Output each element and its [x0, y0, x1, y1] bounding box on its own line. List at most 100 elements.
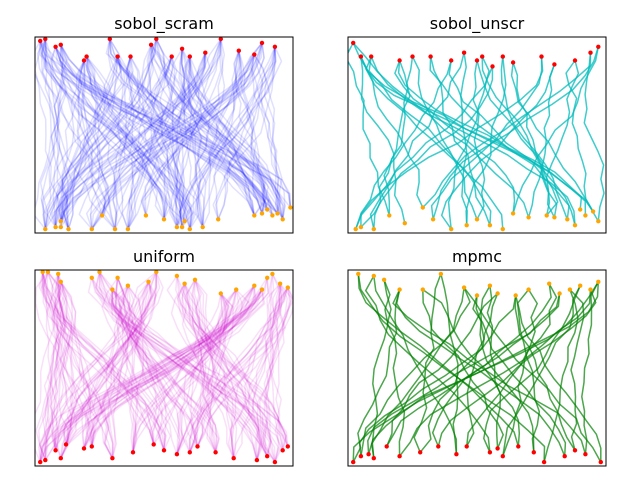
trajectory-line [57, 273, 74, 445]
trajectory-line [54, 46, 186, 222]
trajectory-line [413, 273, 442, 453]
trajectory-line [107, 38, 278, 214]
trajectory-line [142, 42, 263, 216]
trajectory-line [395, 289, 566, 457]
trajectory-line [108, 289, 199, 447]
trajectory-line [43, 271, 95, 447]
trajectory-line [150, 44, 266, 214]
end-point [487, 223, 493, 228]
trajectory-line [43, 38, 169, 220]
end-point [461, 285, 467, 290]
trajectory-line [155, 38, 279, 214]
trajectory-line [233, 283, 288, 459]
end-point [547, 281, 552, 286]
end-point [275, 211, 280, 216]
start-point [369, 54, 374, 59]
trajectory-line [357, 273, 520, 447]
trajectory-line [192, 279, 220, 453]
trajectory-line [41, 271, 155, 445]
end-point [161, 217, 167, 222]
trajectory-line [110, 289, 220, 453]
trajectory-line [83, 285, 257, 449]
start-point [81, 58, 87, 63]
trajectory-line [54, 273, 70, 445]
trajectory-line [77, 60, 116, 230]
end-point [430, 217, 436, 222]
start-point [236, 48, 241, 53]
start-point [285, 444, 290, 449]
trajectory-line [194, 279, 235, 459]
start-point [351, 459, 356, 465]
trajectory-line [40, 44, 68, 230]
trajectory-line [43, 281, 68, 461]
trajectory-line [264, 273, 284, 463]
trajectory-line [39, 40, 292, 208]
trajectory-line [85, 56, 168, 220]
trajectory-line [431, 283, 552, 447]
trajectory-line [54, 46, 256, 216]
trajectory-line [252, 283, 281, 461]
trajectory-line [383, 279, 406, 457]
trajectory-line [110, 289, 218, 453]
end-point [66, 226, 71, 232]
trajectory-line [394, 60, 516, 214]
trajectory-line [189, 56, 284, 220]
trajectory-line [126, 56, 173, 230]
start-point [461, 50, 467, 55]
trajectory-line [98, 271, 261, 461]
end-point [588, 287, 593, 292]
trajectory-line [109, 38, 256, 216]
start-point [151, 442, 156, 447]
start-point [454, 452, 459, 457]
trajectory-line [91, 42, 263, 230]
trajectory-line [150, 44, 191, 230]
trajectory-line [256, 283, 285, 461]
trajectory-line [39, 40, 70, 230]
trajectory-line [368, 56, 504, 230]
trajectory-line [447, 66, 494, 230]
trajectory-line [36, 38, 107, 216]
trajectory-line [397, 60, 583, 210]
trajectory-line [91, 285, 255, 447]
trajectory-line [263, 273, 281, 463]
trajectory-line [114, 277, 181, 455]
trajectory-line [101, 277, 178, 455]
trajectory-line [38, 271, 167, 451]
trajectory-line [94, 271, 268, 457]
trajectory-line [51, 46, 194, 222]
trajectory-line [54, 46, 267, 216]
trajectory-line [150, 44, 271, 214]
trajectory-line [49, 273, 65, 451]
trajectory-line [113, 56, 132, 230]
trajectory-line [181, 279, 235, 459]
trajectory-line [81, 281, 150, 449]
end-point [58, 224, 63, 230]
trajectory-line [472, 60, 486, 220]
trajectory-line [155, 38, 279, 214]
trajectory-line [263, 273, 276, 463]
trajectory-line [250, 54, 284, 220]
trajectory-line [463, 287, 602, 463]
trajectory-line [60, 44, 274, 216]
trajectory-line [39, 277, 269, 463]
trajectory-line [60, 44, 273, 216]
trajectory-line [189, 287, 292, 453]
trajectory-line [191, 279, 217, 453]
end-point [552, 215, 557, 220]
trajectory-line [194, 279, 235, 459]
trajectory-line [50, 273, 78, 445]
start-point [218, 36, 223, 42]
trajectory-line [60, 44, 274, 216]
start-point [179, 46, 185, 51]
axes-frame [34, 36, 294, 234]
trajectory-line [111, 285, 130, 459]
trajectory-line [194, 50, 244, 228]
trajectory-line [109, 38, 279, 214]
subplot-title: sobol_scram [114, 14, 214, 34]
trajectory-line [39, 40, 292, 208]
trajectory-line [47, 271, 96, 447]
trajectory-line [54, 46, 186, 222]
trajectory-line [44, 271, 157, 461]
trajectory-line [60, 289, 263, 459]
start-point [449, 58, 454, 63]
